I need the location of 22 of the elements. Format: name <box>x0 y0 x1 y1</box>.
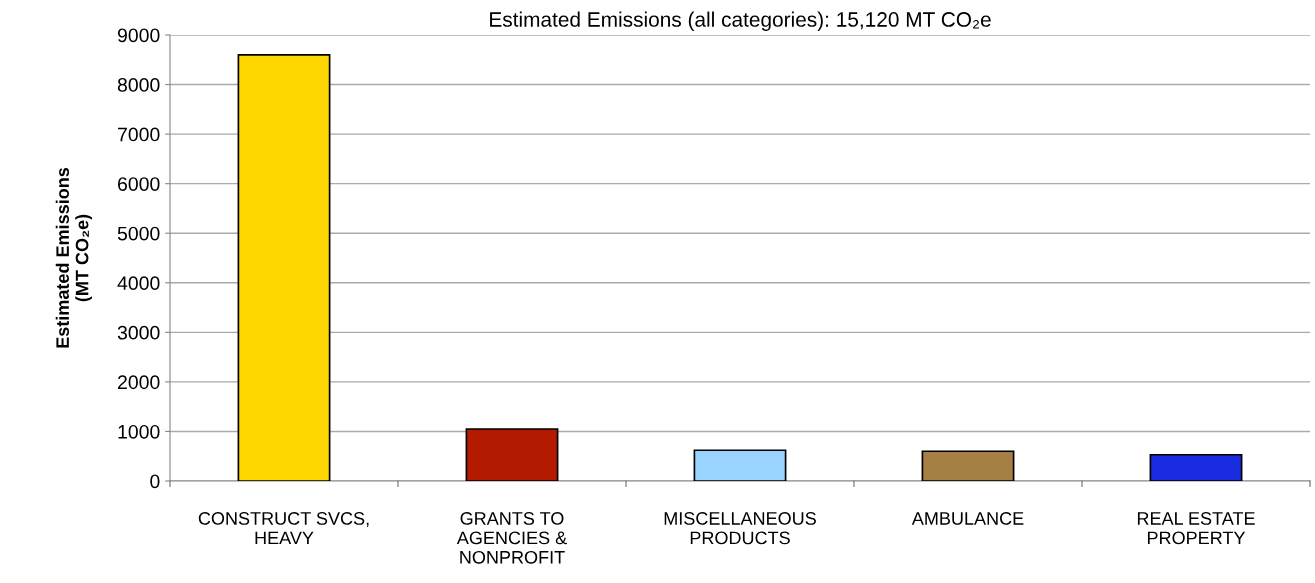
bar <box>237 53 331 481</box>
x-tick-label: MISCELLANEOUS PRODUCTS <box>664 512 816 545</box>
bar <box>921 450 1015 481</box>
bar <box>693 449 787 481</box>
y-tick-label: 7000 <box>118 127 160 142</box>
y-tick-label: 8000 <box>117 78 160 92</box>
y-tick-label: 4000 <box>117 276 160 291</box>
y-tick-label: 0 <box>150 474 160 489</box>
bar <box>1149 453 1243 481</box>
x-tick-label: CONSTRUCT SVCS, HEAVY <box>198 512 369 545</box>
x-tick-label: AMBULANCE <box>911 512 1024 525</box>
bar <box>465 428 559 481</box>
y-tick-label: 2000 <box>118 375 160 390</box>
chart-title: Estimated Emissions (all categories): 15,120 MT CO₂e <box>490 11 991 31</box>
x-tick-label: GRANTS TO AGENCIES & NONPROFIT <box>456 512 567 564</box>
x-tick-label: REAL ESTATE PROPERTY <box>1137 512 1255 545</box>
y-tick-label: 1000 <box>118 424 160 439</box>
y-tick-label: 5000 <box>117 226 160 241</box>
y-axis-title: Estimated Emissions (MT CO₂e) <box>55 167 93 348</box>
y-tick-label: 3000 <box>117 325 160 340</box>
y-tick-label: 9000 <box>117 28 160 43</box>
y-tick-label: 6000 <box>118 177 160 191</box>
